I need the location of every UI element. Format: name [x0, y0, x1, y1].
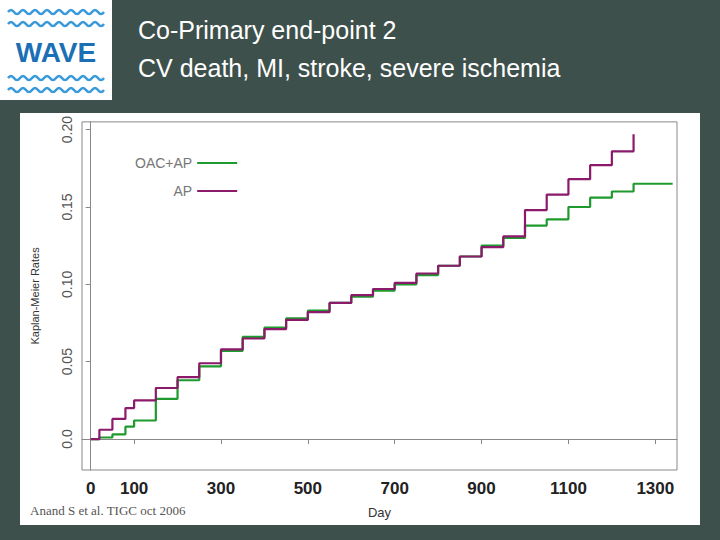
svg-text:1300: 1300 — [636, 479, 674, 498]
svg-text:AP: AP — [174, 183, 193, 199]
html-text:Anand S et al. TIGC oct 2006: Anand S et al. TIGC oct 2006 — [30, 503, 186, 518]
svg-text:100: 100 — [120, 479, 148, 498]
svg-text:WAVE: WAVE — [16, 37, 96, 68]
svg-text:500: 500 — [294, 479, 322, 498]
html-text:CV death, MI, stroke, severe i: CV death, MI, stroke, severe ischemia — [138, 54, 561, 82]
svg-text:700: 700 — [381, 479, 409, 498]
svg-text:0.15: 0.15 — [59, 193, 75, 220]
svg-text:900: 900 — [467, 479, 495, 498]
svg-text:Kaplan-Meier Rates: Kaplan-Meier Rates — [29, 247, 41, 345]
svg-text:Day: Day — [368, 505, 392, 520]
svg-text:0: 0 — [86, 479, 95, 498]
svg-text:0.10: 0.10 — [59, 271, 75, 298]
svg-text:0.05: 0.05 — [59, 348, 75, 375]
svg-text:1100: 1100 — [550, 479, 587, 498]
svg-text:0.0: 0.0 — [59, 429, 75, 449]
svg-text:OAC+AP: OAC+AP — [135, 155, 192, 171]
html-text:Co-Primary end-point 2: Co-Primary end-point 2 — [138, 16, 397, 44]
svg-text:0.20: 0.20 — [59, 116, 75, 143]
svg-text:300: 300 — [207, 479, 235, 498]
